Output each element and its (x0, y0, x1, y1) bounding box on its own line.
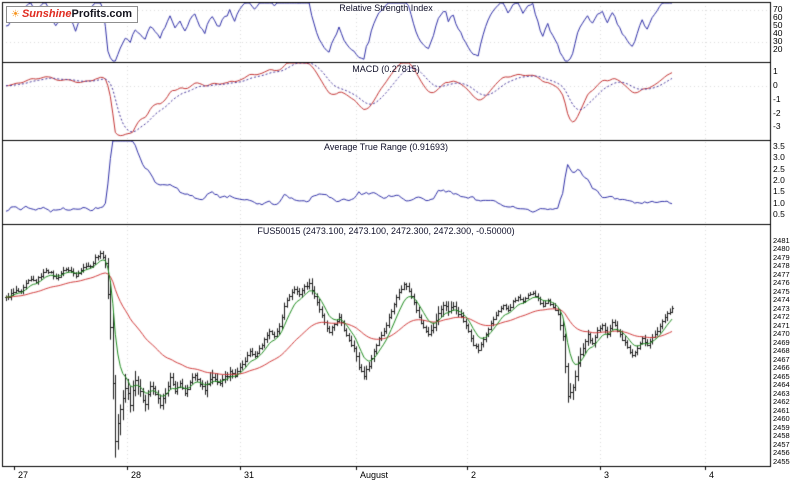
sun-icon: ☀ (11, 8, 20, 20)
atr-panel-title: Average True Range (0.91693) (324, 142, 448, 152)
logo-text-sunshine: Sunshine (21, 8, 72, 20)
macd-panel-title: MACD (0.27815) (352, 64, 420, 74)
price-panel-title: FUS50015 (2473.100, 2473.100, 2472.300, … (257, 226, 515, 236)
rsi-panel-title: Relative Strength Index (339, 3, 433, 13)
sunshine-profits-logo[interactable]: ☀ Sunshine Profits.com (6, 6, 138, 23)
logo-text-profits: Profits.com (71, 8, 132, 20)
